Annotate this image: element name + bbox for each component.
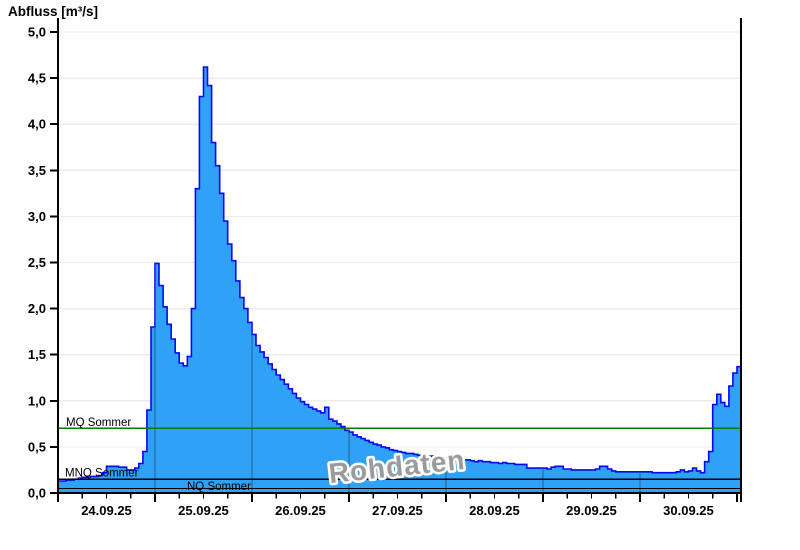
y-axis-title: Abfluss [m³/s] (8, 4, 99, 19)
discharge-area (57, 66, 742, 494)
x-tick-label: 25.09.25 (178, 503, 229, 518)
y-tick-label: 3,5 (28, 163, 46, 178)
y-tick-label: 0,5 (28, 439, 46, 454)
y-tick-label: 4,0 (28, 117, 46, 132)
x-tick-label: 29.09.25 (566, 503, 617, 518)
x-tick-label: 30.09.25 (663, 503, 714, 518)
y-tick-label: 4,5 (28, 71, 46, 86)
x-tick-label: 28.09.25 (469, 503, 520, 518)
y-tick-label: 3,0 (28, 209, 46, 224)
y-tick-label: 2,5 (28, 255, 46, 270)
y-tick-label: 1,0 (28, 393, 46, 408)
x-tick-label: 24.09.25 (81, 503, 132, 518)
y-tick-label: 2,0 (28, 301, 46, 316)
y-tick-label: 0,0 (28, 486, 46, 501)
nq-sommer-label: NQ Sommer (187, 481, 251, 493)
axis-ticks: 5,0 4,5 4,0 3,5 3,0 2,5 2,0 1,5 1,0 0,5 0,0 24.09.2… (28, 25, 742, 518)
mq-sommer-label: MQ Sommer (66, 417, 131, 429)
x-tick-label: 27.09.25 (372, 503, 423, 518)
y-tick-label: 1,5 (28, 347, 46, 362)
x-tick-label: 26.09.25 (275, 503, 326, 518)
gridlines (58, 31, 741, 448)
mnq-sommer-label: MNQ Sommer (65, 468, 139, 480)
y-tick-label: 5,0 (28, 25, 46, 40)
